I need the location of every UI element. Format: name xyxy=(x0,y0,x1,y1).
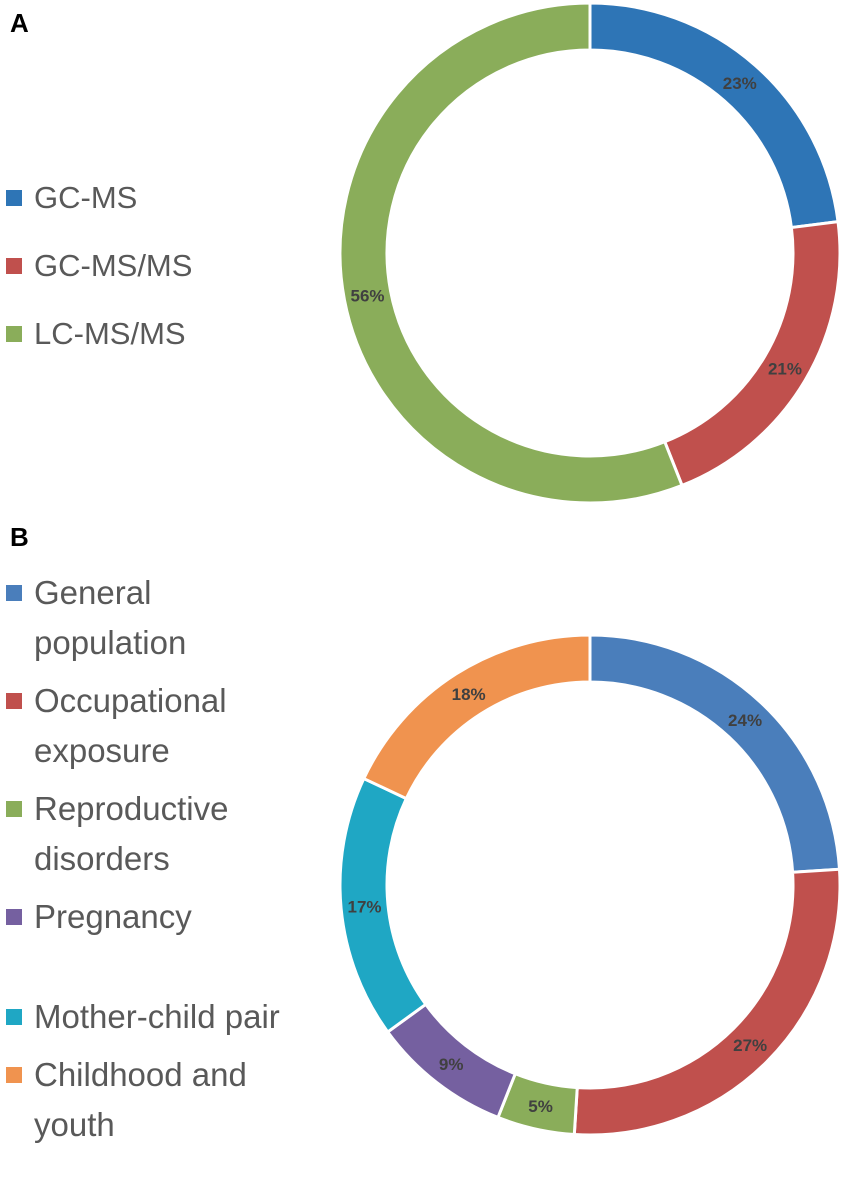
legend-a: GC-MS GC-MS/MS LC-MS/MS xyxy=(6,176,192,380)
panel-label-a: A xyxy=(10,8,29,38)
data-label: 56% xyxy=(350,286,384,305)
legend-item-lc-ms-ms: LC-MS/MS xyxy=(6,312,192,380)
donut-slice-lc-ms-ms xyxy=(338,1,684,505)
legend-item-occupational-exposure: Occupational exposure xyxy=(6,676,306,776)
data-label: 21% xyxy=(768,359,802,378)
legend-swatch xyxy=(6,585,22,601)
legend-label: Pregnancy xyxy=(34,898,192,935)
legend-swatch xyxy=(6,801,22,817)
donut-slice-gc-ms-ms xyxy=(662,219,842,488)
legend-swatch xyxy=(6,190,22,206)
donut-slice-general-population xyxy=(588,633,842,874)
data-label: 17% xyxy=(347,897,381,916)
legend-item-gc-ms-ms: GC-MS/MS xyxy=(6,244,192,312)
legend-swatch xyxy=(6,1067,22,1083)
data-label: 9% xyxy=(439,1055,464,1074)
legend-item-mother-child-pair: Mother-child pair xyxy=(6,992,306,1042)
legend-label: LC-MS/MS xyxy=(34,316,186,351)
legend-item-reproductive-disorders: Reproductive disorders xyxy=(6,784,306,884)
legend-item-pregnancy: Pregnancy xyxy=(6,892,306,942)
legend-b: General population Occupational exposure… xyxy=(6,568,306,1158)
legend-label: Reproductive disorders xyxy=(34,790,229,877)
donut-slice-childhood-and-youth xyxy=(361,633,592,801)
legend-label: Occupational exposure xyxy=(34,682,227,769)
donut-slice-occupational-exposure xyxy=(572,867,842,1137)
legend-item-general-population: General population xyxy=(6,568,306,668)
legend-swatch xyxy=(6,909,22,925)
legend-label: GC-MS/MS xyxy=(34,248,193,283)
legend-swatch xyxy=(6,326,22,342)
data-label: 5% xyxy=(528,1097,553,1116)
legend-swatch xyxy=(6,693,22,709)
panel-label-b: B xyxy=(10,522,29,552)
legend-swatch xyxy=(6,258,22,274)
legend-label: Mother-child pair xyxy=(34,998,280,1035)
legend-item-childhood-and-youth: Childhood and youth xyxy=(6,1050,306,1150)
data-label: 27% xyxy=(733,1036,767,1055)
data-label: 18% xyxy=(452,685,486,704)
legend-label: Childhood and youth xyxy=(34,1056,247,1143)
legend-swatch xyxy=(6,1009,22,1025)
legend-label: General population xyxy=(34,574,187,661)
legend-label: GC-MS xyxy=(34,180,138,215)
data-label: 23% xyxy=(723,74,757,93)
donut-slice-gc-ms xyxy=(588,1,840,230)
data-label: 24% xyxy=(728,711,762,730)
legend-item-gc-ms: GC-MS xyxy=(6,176,192,244)
